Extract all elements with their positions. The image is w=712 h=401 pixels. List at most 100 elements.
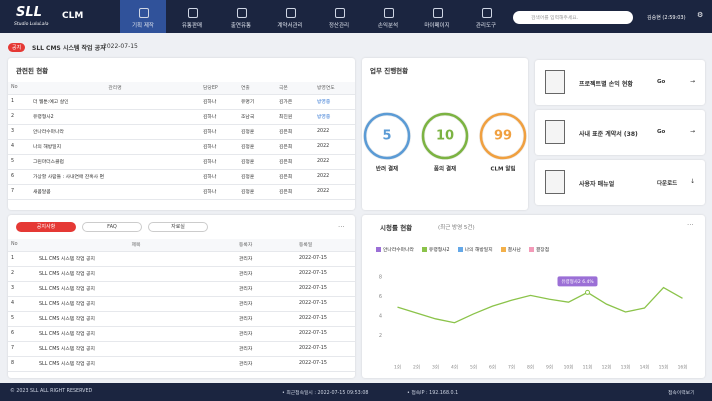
- link-card[interactable]: 사내 표준 계약서 (38) Go →: [535, 110, 705, 155]
- cell: 김은희: [276, 139, 314, 155]
- card-action[interactable]: Go: [657, 129, 666, 135]
- column-header: No: [8, 239, 36, 252]
- cell: 2: [8, 266, 36, 282]
- row[interactable]: 3 SLL CMS 시스템 작업 공지 관리자 2022-07-15: [8, 281, 355, 297]
- cell: 유명기: [238, 94, 276, 110]
- x-tick-label: 10회: [564, 364, 574, 371]
- card-label: 프로젝트별 손익 현황: [579, 81, 633, 88]
- column-header: 등록자: [236, 239, 296, 252]
- legend-label: 안나라수마나라: [383, 248, 414, 253]
- cell: 1: [8, 251, 36, 267]
- cell: 7: [8, 341, 36, 357]
- nav-item[interactable]: 유통판매: [169, 0, 215, 33]
- status-ring: [421, 112, 469, 160]
- row[interactable]: 5 SLL CMS 시스템 작업 공지 관리자 2022-07-15: [8, 311, 355, 327]
- cell: 나의 해방일지: [30, 139, 200, 155]
- cell: 김은희: [276, 124, 314, 140]
- cell: 방영중: [314, 109, 355, 125]
- row[interactable]: 2 유령형사2 김하나 조남국 최진원 방영중: [8, 109, 355, 125]
- row[interactable]: 3 안나라수마나라 김하나 김정훈 김은희 2022: [8, 124, 355, 140]
- legend-item[interactable]: 안나라수마나라: [376, 246, 414, 253]
- row[interactable]: 5 그린마더스클럽 김하나 김정훈 김은희 2022: [8, 154, 355, 170]
- ip: • 접속IP : 192.168.0.1: [407, 391, 459, 396]
- card-icon: [545, 170, 565, 194]
- status-label[interactable]: 품의 결재: [434, 165, 456, 173]
- cell: 가상할 사람들 : 사내연애 잔혹사 편: [30, 169, 200, 185]
- highlight-point: [585, 289, 590, 295]
- x-tick-label: 1회: [394, 364, 401, 371]
- cell: 2022-07-15: [296, 356, 355, 372]
- cell: 2022-07-15: [296, 281, 355, 297]
- cell: 관리자: [236, 296, 296, 312]
- row[interactable]: 6 SLL CMS 시스템 작업 공지 관리자 2022-07-15: [8, 326, 355, 342]
- cell: 2: [8, 109, 30, 125]
- row[interactable]: 1 SLL CMS 시스템 작업 공지 관리자 2022-07-15: [8, 251, 355, 267]
- cell: 새콤달콤: [30, 184, 200, 200]
- legend-item[interactable]: 나의 해방일지: [457, 246, 493, 253]
- projects-panel: 관련된 현황 No 관리명 담당EP 연출 극본 방영연도 1 더 웹툰:예고 살인 김하나 유명…: [8, 58, 355, 210]
- row[interactable]: 7 새콤달콤 김하나 김정훈 김은희 2022: [8, 184, 355, 200]
- nav-item[interactable]: 손익분석: [365, 0, 411, 33]
- x-tick-label: 11회: [583, 364, 593, 371]
- cell: 7: [8, 184, 30, 200]
- link-card[interactable]: 사용자 매뉴얼 다운로드 ↓: [535, 160, 705, 205]
- search-box[interactable]: 검색어를 입력해주세요.: [513, 11, 633, 24]
- link-card[interactable]: 프로젝트별 손익 현황 Go →: [535, 60, 705, 105]
- nav-item[interactable]: 마이페이지: [414, 0, 460, 33]
- cell: 1: [8, 94, 30, 110]
- cell: 2022-07-15: [296, 251, 355, 267]
- row[interactable]: 8 SLL CMS 시스템 작업 공지 관리자 2022-07-15: [8, 356, 355, 372]
- column-header: 담당EP: [200, 82, 238, 95]
- more[interactable]: ···: [687, 221, 694, 229]
- cell: SLL CMS 시스템 작업 공지: [36, 266, 236, 282]
- settings-icon[interactable]: ⚙: [697, 11, 704, 19]
- cell: 김정훈: [238, 124, 276, 140]
- cell: 5: [8, 154, 30, 170]
- cell: 2022-07-15: [296, 311, 355, 327]
- cell: 김하나: [200, 184, 238, 200]
- nav-item[interactable]: 계약서관리: [267, 0, 313, 33]
- legend-swatch: [500, 247, 506, 252]
- card-action[interactable]: 다운로드: [657, 181, 678, 187]
- x-tick-label: 8회: [527, 364, 534, 371]
- cell: SLL CMS 시스템 작업 공지: [36, 356, 236, 372]
- legend-label: 결사남: [507, 248, 521, 253]
- cell: 3: [8, 281, 36, 297]
- tab[interactable]: 공지사항: [16, 222, 76, 232]
- more[interactable]: ···: [338, 223, 345, 231]
- legend-item[interactable]: 유령형사2: [421, 246, 450, 253]
- legend-item[interactable]: 결사남: [500, 246, 521, 253]
- nav-item[interactable]: 출연유통: [218, 0, 264, 33]
- row[interactable]: 6 가상할 사람들 : 사내연애 잔혹사 편 김하나 김정훈 김은희 2022: [8, 169, 355, 185]
- status-label[interactable]: CLM 알림: [490, 165, 515, 173]
- projects-table: No 관리명 담당EP 연출 극본 방영연도 1 더 웹툰:예고 살인 김하나 유명기 김가은 방영중…: [8, 82, 355, 200]
- y-tick-label: 6: [379, 294, 382, 300]
- nav-item[interactable]: 정산관리: [316, 0, 362, 33]
- cell: 김하나: [200, 109, 238, 125]
- cell: 4: [8, 296, 36, 312]
- header-row: No 제목 등록자 등록일: [8, 239, 355, 252]
- history-link[interactable]: 접속이력보기: [668, 391, 695, 396]
- card-action[interactable]: Go: [657, 79, 666, 85]
- legend-item[interactable]: 결장점: [528, 246, 549, 253]
- y-tick-label: 2: [379, 333, 382, 339]
- nav-item[interactable]: 관리도구: [463, 0, 509, 33]
- status-label[interactable]: 반려 결재: [376, 165, 398, 173]
- cell: 유령형사2: [30, 109, 200, 125]
- cell: 관리자: [236, 356, 296, 372]
- row[interactable]: 4 나의 해방일지 김하나 김정훈 김은희 2022: [8, 139, 355, 155]
- notice-text[interactable]: SLL CMS 시스템 작업 공지: [32, 45, 106, 52]
- row[interactable]: 4 SLL CMS 시스템 작업 공지 관리자 2022-07-15: [8, 296, 355, 312]
- card-icon: [545, 70, 565, 94]
- cell: 김하나: [200, 94, 238, 110]
- row[interactable]: 7 SLL CMS 시스템 작업 공지 관리자 2022-07-15: [8, 341, 355, 357]
- nav-item[interactable]: 기획 제작: [120, 0, 166, 33]
- tab[interactable]: 자료실: [148, 222, 208, 232]
- row[interactable]: 2 SLL CMS 시스템 작업 공지 관리자 2022-07-15: [8, 266, 355, 282]
- cell: 2022: [314, 154, 355, 170]
- cell: 관리자: [236, 266, 296, 282]
- board-table: No 제목 등록자 등록일 1 SLL CMS 시스템 작업 공지 관리자 2022-07-1…: [8, 239, 355, 372]
- tab[interactable]: FAQ: [82, 222, 142, 232]
- legend-label: 나의 해방일지: [464, 248, 493, 253]
